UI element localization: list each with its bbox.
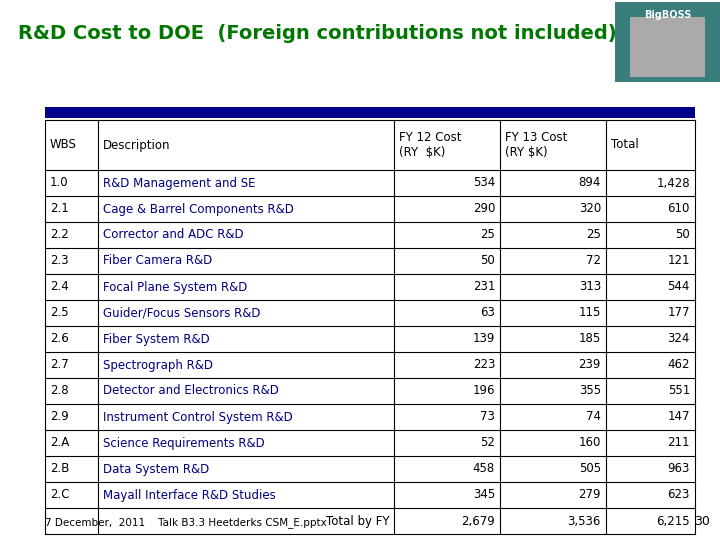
Text: R&D Cost to DOE  (Foreign contributions not included): R&D Cost to DOE (Foreign contributions n… [18,24,616,43]
Text: 2.8: 2.8 [50,384,68,397]
Text: 2.3: 2.3 [50,254,68,267]
Text: 320: 320 [579,202,601,215]
Text: 121: 121 [667,254,690,267]
Text: 147: 147 [667,410,690,423]
Text: Focal Plane System R&D: Focal Plane System R&D [103,280,248,294]
Text: 25: 25 [586,228,601,241]
Bar [45,107,695,118]
Text: 313: 313 [579,280,601,294]
Text: Detector and Electronics R&D: Detector and Electronics R&D [103,384,279,397]
Text: 50: 50 [675,228,690,241]
Text: 2.2: 2.2 [50,228,68,241]
Text: 7 December,  2011    Talk B3.3 Heetderks CSM_E.pptx: 7 December, 2011 Talk B3.3 Heetderks CSM… [45,517,327,528]
Text: 2.B: 2.B [50,462,69,476]
Text: 2.5: 2.5 [50,307,68,320]
Text: 63: 63 [480,307,495,320]
Text: Description: Description [103,138,171,152]
Text: 355: 355 [579,384,601,397]
Text: Cage & Barrel Components R&D: Cage & Barrel Components R&D [103,202,294,215]
Bar [615,2,720,82]
Text: 177: 177 [667,307,690,320]
Text: BigBOSS: BigBOSS [644,10,691,20]
Text: 462: 462 [667,359,690,372]
Text: 115: 115 [579,307,601,320]
Text: 3,536: 3,536 [567,515,601,528]
Text: 2,679: 2,679 [462,515,495,528]
Text: 963: 963 [667,462,690,476]
Text: 2.4: 2.4 [50,280,68,294]
Text: 544: 544 [667,280,690,294]
Text: 458: 458 [473,462,495,476]
Text: 1.0: 1.0 [50,177,68,190]
Text: 160: 160 [579,436,601,449]
Text: 196: 196 [472,384,495,397]
Text: 185: 185 [579,333,601,346]
Text: 52: 52 [480,436,495,449]
Text: 2.9: 2.9 [50,410,68,423]
Text: 25: 25 [480,228,495,241]
Text: 610: 610 [667,202,690,215]
Text: Corrector and ADC R&D: Corrector and ADC R&D [103,228,244,241]
Text: 1,428: 1,428 [657,177,690,190]
Text: 239: 239 [579,359,601,372]
Text: 211: 211 [667,436,690,449]
Text: 231: 231 [472,280,495,294]
Text: 223: 223 [472,359,495,372]
Bar [630,17,705,77]
Text: 139: 139 [472,333,495,346]
Text: Fiber Camera R&D: Fiber Camera R&D [103,254,212,267]
Text: 279: 279 [578,489,601,502]
Text: 72: 72 [586,254,601,267]
Text: Science Requirements R&D: Science Requirements R&D [103,436,265,449]
Text: FY 13 Cost
(RY $K): FY 13 Cost (RY $K) [505,131,567,159]
Text: 894: 894 [579,177,601,190]
Text: Mayall Interface R&D Studies: Mayall Interface R&D Studies [103,489,276,502]
Text: 505: 505 [579,462,601,476]
Text: 2.6: 2.6 [50,333,68,346]
Text: 534: 534 [473,177,495,190]
Text: 2.7: 2.7 [50,359,68,372]
Text: 345: 345 [473,489,495,502]
Text: 50: 50 [480,254,495,267]
Text: 6,215: 6,215 [657,515,690,528]
Text: 74: 74 [586,410,601,423]
Text: 2.1: 2.1 [50,202,68,215]
Text: 2.C: 2.C [50,489,70,502]
Text: R&D Management and SE: R&D Management and SE [103,177,256,190]
Text: 290: 290 [472,202,495,215]
Text: 30: 30 [694,515,710,528]
Text: 73: 73 [480,410,495,423]
Text: 623: 623 [667,489,690,502]
Text: Fiber System R&D: Fiber System R&D [103,333,210,346]
Text: Guider/Focus Sensors R&D: Guider/Focus Sensors R&D [103,307,261,320]
Text: Total: Total [611,138,639,152]
Text: Total by FY: Total by FY [325,515,389,528]
Text: FY 12 Cost
(RY  $K): FY 12 Cost (RY $K) [399,131,462,159]
Text: 324: 324 [667,333,690,346]
Text: 2.A: 2.A [50,436,69,449]
Text: Instrument Control System R&D: Instrument Control System R&D [103,410,293,423]
Text: 551: 551 [667,384,690,397]
Text: WBS: WBS [50,138,77,152]
Text: Spectrograph R&D: Spectrograph R&D [103,359,213,372]
Text: Data System R&D: Data System R&D [103,462,210,476]
